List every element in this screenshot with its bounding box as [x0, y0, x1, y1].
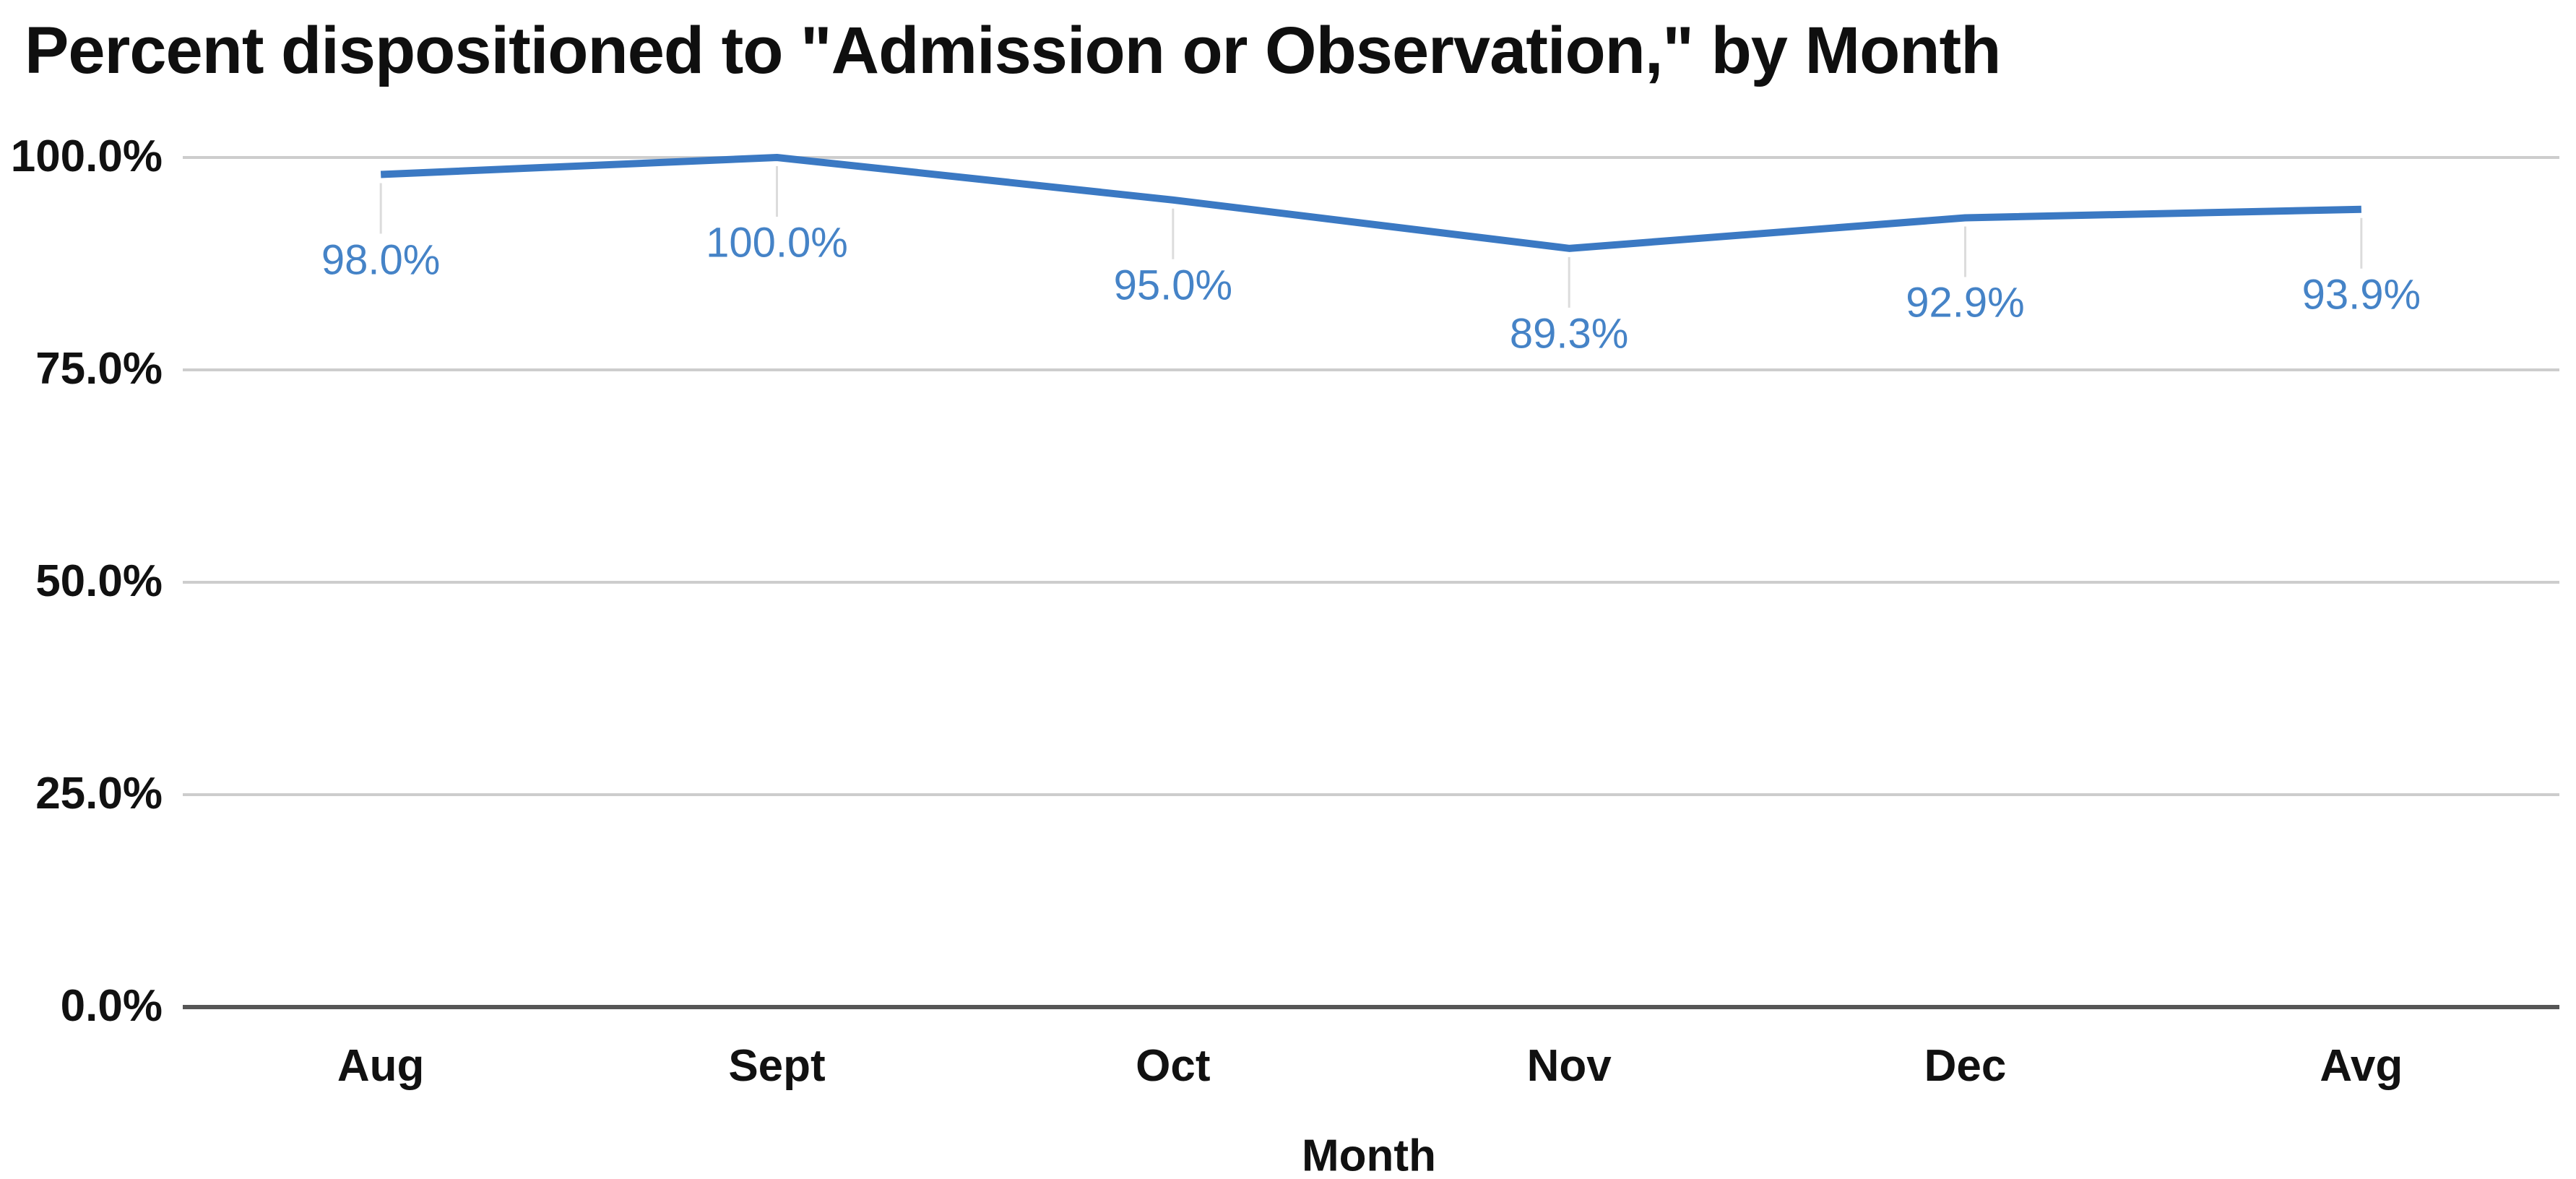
- data-point-label: 98.0%: [321, 236, 441, 284]
- y-tick-label: 25.0%: [35, 769, 163, 819]
- series-line: [380, 154, 2361, 252]
- y-tick-label: 75.0%: [35, 344, 163, 394]
- y-tick-label: 100.0%: [10, 131, 163, 182]
- y-tick-label: 0.0%: [60, 981, 163, 1032]
- x-category-label: Sept: [728, 1041, 826, 1091]
- data-point-label: 100.0%: [706, 219, 848, 267]
- data-point-label: 95.0%: [1113, 262, 1233, 309]
- x-category-label: Aug: [337, 1041, 425, 1091]
- data-point-label: 93.9%: [2301, 271, 2421, 319]
- data-point-label: 89.3%: [1509, 310, 1629, 358]
- x-axis-title: Month: [1302, 1131, 1436, 1179]
- x-category-label: Oct: [1136, 1041, 1211, 1091]
- chart-title: Percent dispositioned to "Admission or O…: [25, 14, 2001, 87]
- x-category-label: Dec: [1924, 1041, 2007, 1091]
- data-point-label: 92.9%: [1906, 279, 2025, 327]
- x-category-label: Nov: [1526, 1041, 1612, 1091]
- x-category-label: Avg: [2320, 1041, 2403, 1091]
- y-tick-label: 50.0%: [35, 556, 163, 607]
